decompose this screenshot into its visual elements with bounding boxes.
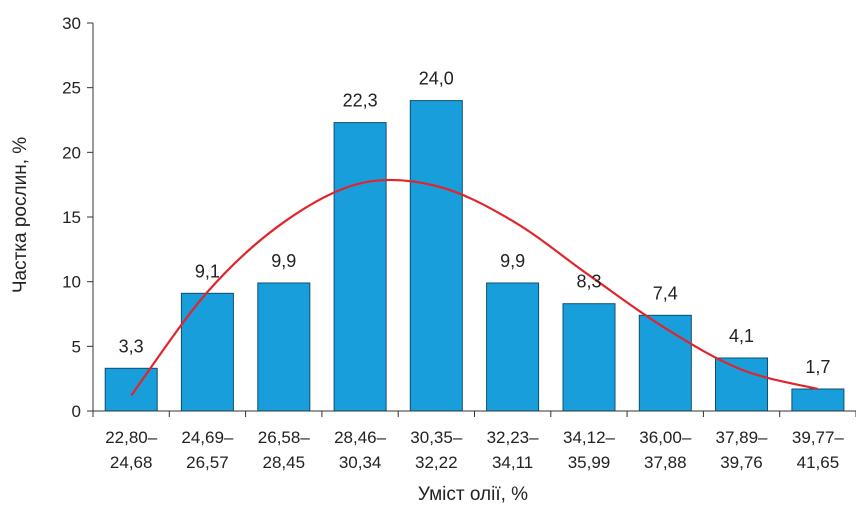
y-tick-label-30: 30 xyxy=(62,14,81,33)
y-tick-label-20: 20 xyxy=(62,143,81,162)
x-tick-label-5: 30,35– 32,22 xyxy=(410,428,463,472)
x-axis-title: Уміст олії, % xyxy=(418,484,528,505)
data-label-7: 8,3 xyxy=(576,272,601,292)
bar-2 xyxy=(180,292,234,412)
x-tick-label-6: 32,23– 34,11 xyxy=(487,428,540,472)
bar-3 xyxy=(257,282,311,412)
data-label-5: 24,0 xyxy=(419,69,454,89)
bar-6 xyxy=(486,282,540,412)
bar-9 xyxy=(715,357,768,412)
y-tick-label-15: 15 xyxy=(62,208,81,227)
y-tick-label-5: 5 xyxy=(72,337,81,356)
data-label-6: 9,9 xyxy=(500,251,525,271)
bar-8 xyxy=(638,314,692,412)
bar-7 xyxy=(562,303,616,412)
data-labels: 3,3 9,1 9,9 22,3 24,0 9,9 8,3 7,4 4,1 1,7 xyxy=(119,69,831,377)
x-tick-label-1: 22,80– 24,68 xyxy=(105,428,158,472)
x-tick-label-2: 24,69– 26,57 xyxy=(181,428,234,472)
bar-5 xyxy=(409,100,463,412)
trend-curve xyxy=(130,178,819,397)
y-tick-label-25: 25 xyxy=(62,79,81,98)
bars-layer xyxy=(104,100,845,412)
x-tick-label-10: 39,77– 41,65 xyxy=(792,428,845,472)
data-label-1: 3,3 xyxy=(119,336,144,356)
x-tick-label-3: 26,58– 28,45 xyxy=(258,428,311,472)
data-label-3: 9,9 xyxy=(271,251,296,271)
x-tick-label-8: 36,00– 37,88 xyxy=(639,428,692,472)
y-axis-title: Частка рослин, % xyxy=(10,137,31,293)
trend-curve-layer xyxy=(130,178,819,397)
data-label-4: 22,3 xyxy=(343,91,378,111)
axes: 0 5 10 15 20 25 30 22,80– 24,68 24,69– 26,57 26,58–… xyxy=(62,14,856,472)
y-tick-label-0: 0 xyxy=(72,402,81,421)
x-tick-label-9: 37,89– 39,76 xyxy=(716,428,769,472)
bar-10 xyxy=(791,388,845,412)
data-label-2: 9,1 xyxy=(195,261,220,281)
y-tick-label-10: 10 xyxy=(62,273,81,292)
bar-4 xyxy=(333,122,387,412)
bar-1 xyxy=(104,367,158,412)
data-label-10: 1,7 xyxy=(805,357,830,377)
x-tick-label-7: 34,12– 35,99 xyxy=(563,428,616,472)
data-label-9: 4,1 xyxy=(729,326,754,346)
x-tick-label-4: 28,46– 30,34 xyxy=(334,428,387,472)
data-label-8: 7,4 xyxy=(653,283,678,303)
